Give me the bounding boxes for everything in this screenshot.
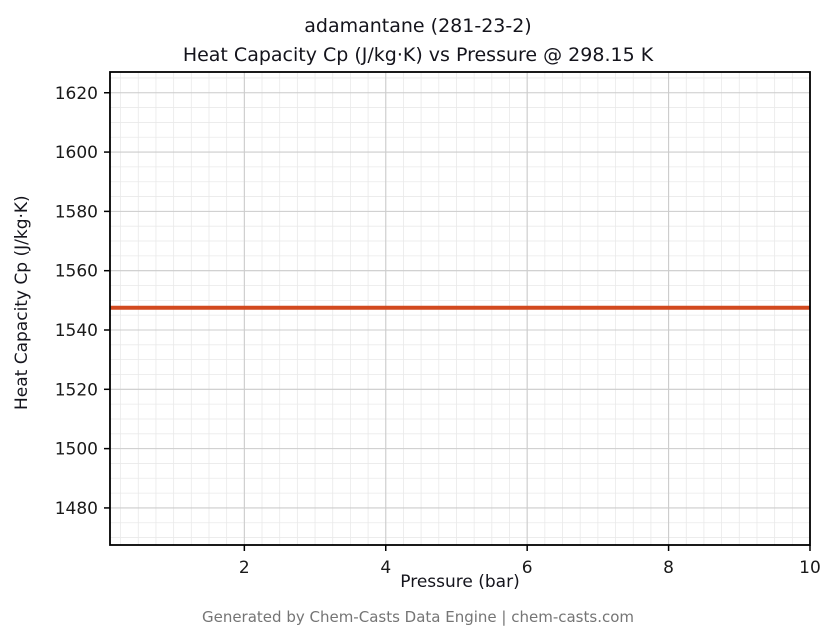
y-axis-label: Heat Capacity Cp (J/kg·K) bbox=[12, 195, 32, 410]
chart-title-line2: Heat Capacity Cp (J/kg·K) vs Pressure @ … bbox=[182, 44, 654, 67]
y-tick-label: 1520 bbox=[55, 380, 98, 400]
x-tick-label: 2 bbox=[239, 558, 250, 578]
x-tick-label: 8 bbox=[663, 558, 674, 578]
footer-caption: Generated by Chem-Casts Data Engine | ch… bbox=[201, 608, 635, 626]
plot-area: 2 4 6 8 10 1480 1500 1520 1540 1560 1580 1600 1620 bbox=[55, 71, 821, 578]
chart-title-line1: adamantane (281-23-2) bbox=[304, 15, 532, 37]
y-tick-label: 1500 bbox=[55, 440, 98, 460]
y-tick-label: 1580 bbox=[55, 202, 98, 222]
y-tick-label: 1620 bbox=[55, 84, 98, 104]
plot-border bbox=[109, 71, 811, 546]
x-axis-label: Pressure (bar) bbox=[400, 572, 520, 592]
x-tick-label: 6 bbox=[522, 558, 533, 578]
y-tick-label: 1600 bbox=[55, 143, 98, 163]
y-tick-label: 1540 bbox=[55, 321, 98, 341]
chart-title: adamantane (281-23-2) Heat Capacity Cp (… bbox=[0, 12, 836, 71]
y-tick-label: 1480 bbox=[55, 499, 98, 519]
y-tick-label: 1560 bbox=[55, 262, 98, 282]
x-tick-label: 10 bbox=[799, 558, 821, 578]
x-tick-label: 4 bbox=[380, 558, 391, 578]
